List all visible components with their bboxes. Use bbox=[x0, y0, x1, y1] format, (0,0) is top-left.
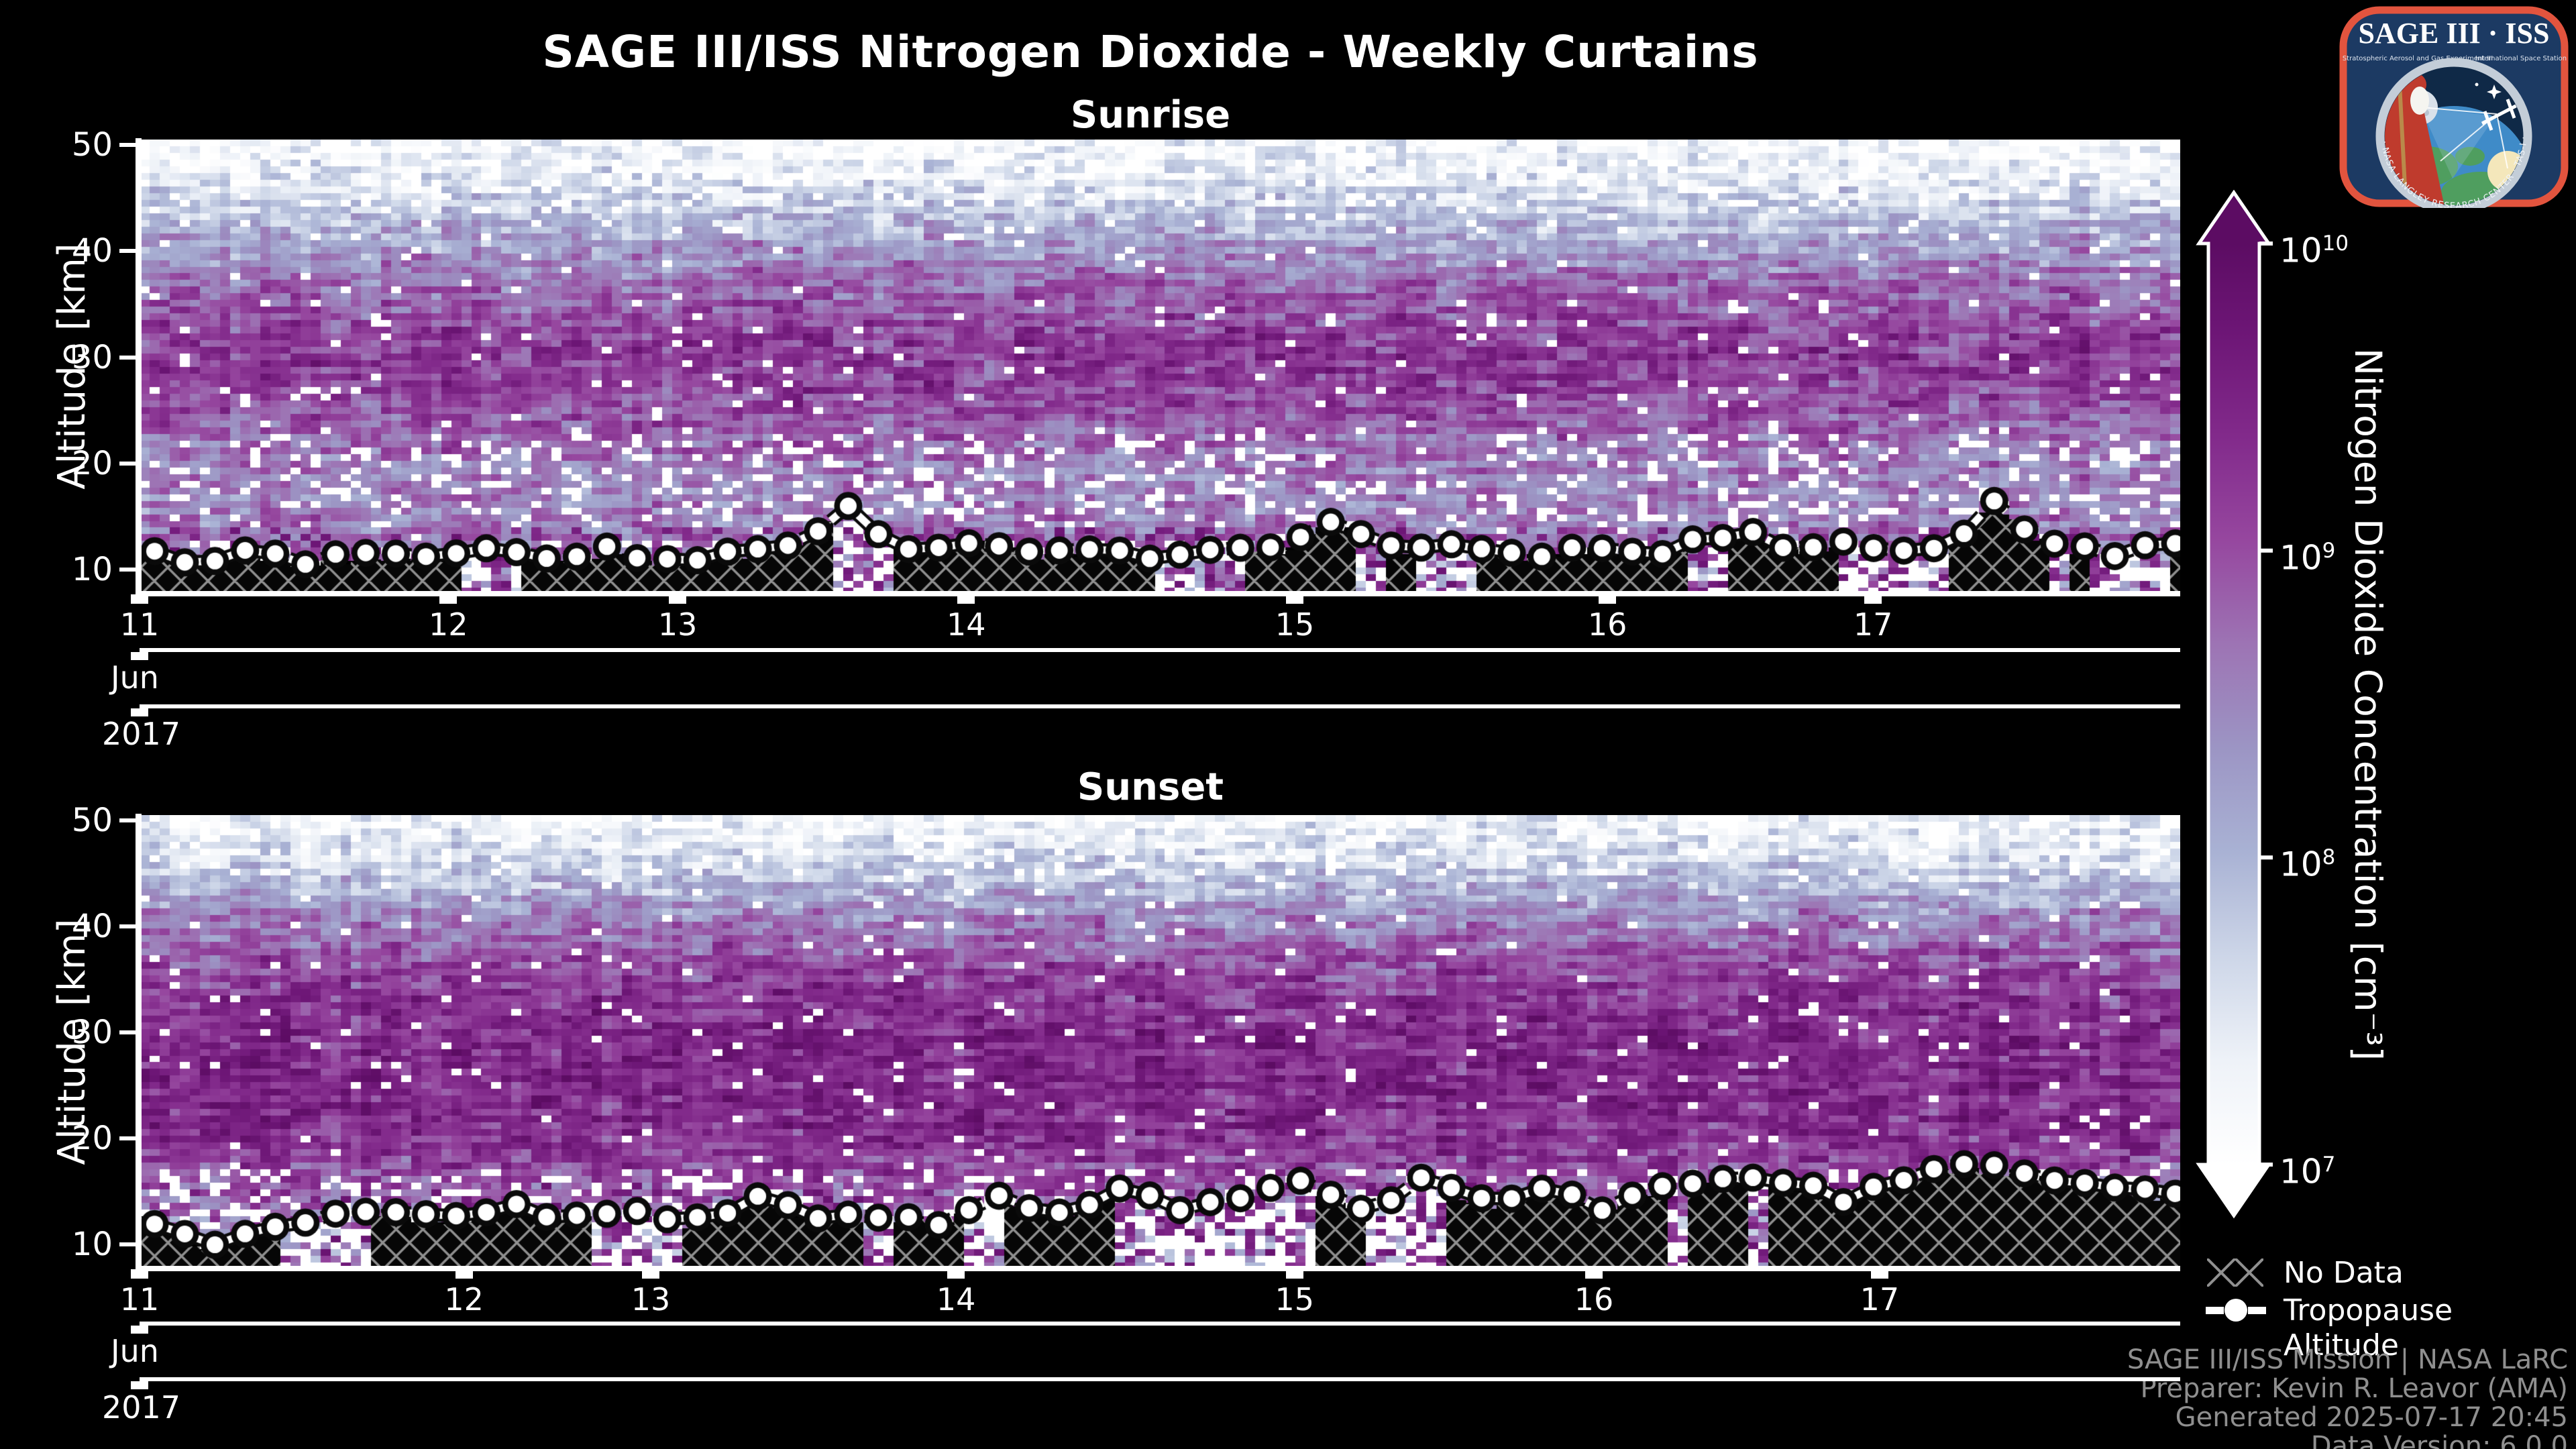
month-label: Jun bbox=[111, 659, 159, 696]
y-tick-mark bbox=[119, 818, 138, 822]
month-axis-tick bbox=[131, 652, 148, 660]
year-axis-tick bbox=[131, 1381, 148, 1389]
colorbar-arrow-body bbox=[2196, 190, 2272, 1219]
x-tick-label: 13 bbox=[657, 606, 698, 643]
x-tick-label: 12 bbox=[428, 606, 468, 643]
x-tick-mark bbox=[1286, 594, 1304, 604]
logo-subtitle-right: International Space Station bbox=[2475, 55, 2567, 62]
x-tick-label: 17 bbox=[1860, 1281, 1900, 1318]
colorbar-tick-label: 1010 bbox=[2279, 223, 2349, 270]
colorbar-axis-label: Nitrogen Dioxide Concentration [cm⁻³] bbox=[2347, 347, 2390, 1061]
colorbar-ticks bbox=[2259, 241, 2273, 1167]
x-tick-label: 11 bbox=[119, 606, 160, 643]
year-label: 2017 bbox=[102, 1389, 181, 1426]
y-tick-mark bbox=[119, 568, 138, 572]
x-tick-label: 16 bbox=[1587, 606, 1627, 643]
sunrise-bottom-spine bbox=[136, 591, 2180, 596]
x-tick-label: 15 bbox=[1275, 606, 1315, 643]
x-tick-mark bbox=[131, 1269, 148, 1279]
tropopause-swatch-icon bbox=[2206, 1299, 2266, 1322]
y-tick-mark bbox=[119, 1242, 138, 1247]
logo-subtitle-left: Stratospheric Aerosol and Gas Experiment… bbox=[2343, 55, 2493, 62]
footer-credits: SAGE III/ISS Mission | NASA LaRC Preparer… bbox=[1830, 1346, 2568, 1449]
y-tick-mark bbox=[119, 924, 138, 928]
x-tick-mark bbox=[1585, 1269, 1603, 1279]
sunset-left-spine bbox=[136, 814, 142, 1271]
x-tick-label: 15 bbox=[1275, 1281, 1315, 1318]
no-data-legend-label: No Data bbox=[2284, 1256, 2404, 1290]
y-tick-label: 50 bbox=[71, 801, 113, 839]
x-tick-mark bbox=[1599, 594, 1617, 604]
x-tick-label: 14 bbox=[936, 1281, 976, 1318]
x-tick-label: 12 bbox=[444, 1281, 484, 1318]
y-tick-label: 30 bbox=[71, 1014, 113, 1052]
colorbar-tick-exponent: 9 bbox=[2322, 538, 2336, 563]
y-tick-mark bbox=[119, 355, 138, 360]
x-tick-label: 13 bbox=[631, 1281, 671, 1318]
colorbar-tick-exponent: 10 bbox=[2322, 231, 2349, 256]
year-axis-line bbox=[140, 1377, 2180, 1381]
footer-line: Data Version: 6.0.0 bbox=[2310, 1431, 2568, 1449]
footer-line: Generated 2025-07-17 20:45 bbox=[2175, 1402, 2568, 1433]
month-axis-tick bbox=[131, 1326, 148, 1334]
colorbar-tick-label: 109 bbox=[2279, 530, 2336, 577]
x-tick-mark bbox=[439, 594, 458, 604]
y-tick-label: 10 bbox=[71, 551, 113, 589]
y-tick-mark bbox=[119, 1136, 138, 1141]
x-tick-mark bbox=[455, 1269, 473, 1279]
x-tick-mark bbox=[947, 1269, 965, 1279]
y-tick-mark bbox=[119, 1030, 138, 1035]
tropopause-legend-label: Tropopause Altitude bbox=[2284, 1293, 2453, 1362]
x-tick-mark bbox=[669, 594, 687, 604]
colorbar-tick-exponent: 7 bbox=[2322, 1152, 2336, 1177]
footer-line: Preparer: Kevin R. Leavor (AMA) bbox=[2140, 1373, 2568, 1404]
x-tick-label: 14 bbox=[947, 606, 986, 643]
sage-iii-iss-logo: SAGE III · ISS Stratospheric Aerosol and… bbox=[2339, 5, 2569, 208]
y-tick-label: 30 bbox=[71, 338, 113, 376]
x-tick-label: 16 bbox=[1574, 1281, 1614, 1318]
colorbar bbox=[2196, 190, 2273, 1219]
year-axis-line bbox=[140, 704, 2180, 708]
page-title: SAGE III/ISS Nitrogen Dioxide - Weekly C… bbox=[542, 26, 1759, 78]
sunset-heatmap-canvas bbox=[140, 815, 2180, 1268]
y-tick-mark bbox=[119, 142, 138, 147]
x-tick-mark bbox=[1864, 594, 1882, 604]
year-label: 2017 bbox=[102, 716, 181, 752]
sunrise-panel-title: Sunrise bbox=[1070, 93, 1231, 137]
colorbar-tick-label: 107 bbox=[2279, 1144, 2336, 1191]
month-axis-line bbox=[140, 1322, 2180, 1326]
y-tick-label: 20 bbox=[71, 1120, 113, 1158]
x-tick-mark bbox=[131, 594, 148, 604]
month-label: Jun bbox=[111, 1333, 159, 1369]
y-tick-label: 40 bbox=[71, 232, 113, 270]
x-tick-mark bbox=[957, 594, 975, 604]
sunrise-heatmap-canvas bbox=[140, 140, 2180, 593]
colorbar-tick-base: 10 bbox=[2279, 845, 2322, 884]
x-tick-label: 17 bbox=[1853, 606, 1893, 643]
colorbar-tick-exponent: 8 bbox=[2322, 845, 2336, 870]
x-tick-label: 11 bbox=[119, 1281, 160, 1318]
sunset-panel-title: Sunset bbox=[1077, 765, 1224, 809]
y-tick-label: 10 bbox=[71, 1226, 113, 1264]
y-tick-label: 50 bbox=[71, 125, 113, 164]
x-tick-mark bbox=[1285, 1269, 1303, 1279]
year-axis-tick bbox=[131, 708, 148, 716]
x-tick-mark bbox=[1870, 1269, 1888, 1279]
colorbar-tick-base: 10 bbox=[2279, 1152, 2322, 1191]
x-tick-mark bbox=[642, 1269, 660, 1279]
sunset-bottom-spine bbox=[136, 1266, 2180, 1271]
month-axis-line bbox=[140, 648, 2180, 652]
logo-title: SAGE III · ISS bbox=[2359, 17, 2550, 50]
no-data-swatch-icon bbox=[2207, 1258, 2263, 1287]
y-tick-label: 20 bbox=[71, 444, 113, 482]
y-tick-mark bbox=[119, 249, 138, 254]
sunrise-left-spine bbox=[136, 138, 142, 596]
y-tick-mark bbox=[119, 461, 138, 466]
y-tick-label: 40 bbox=[71, 907, 113, 945]
colorbar-tick-base: 10 bbox=[2279, 538, 2322, 578]
footer-line: SAGE III/ISS Mission | NASA LaRC bbox=[2127, 1344, 2568, 1375]
colorbar-tick-base: 10 bbox=[2279, 231, 2322, 270]
colorbar-tick-label: 108 bbox=[2279, 837, 2336, 884]
